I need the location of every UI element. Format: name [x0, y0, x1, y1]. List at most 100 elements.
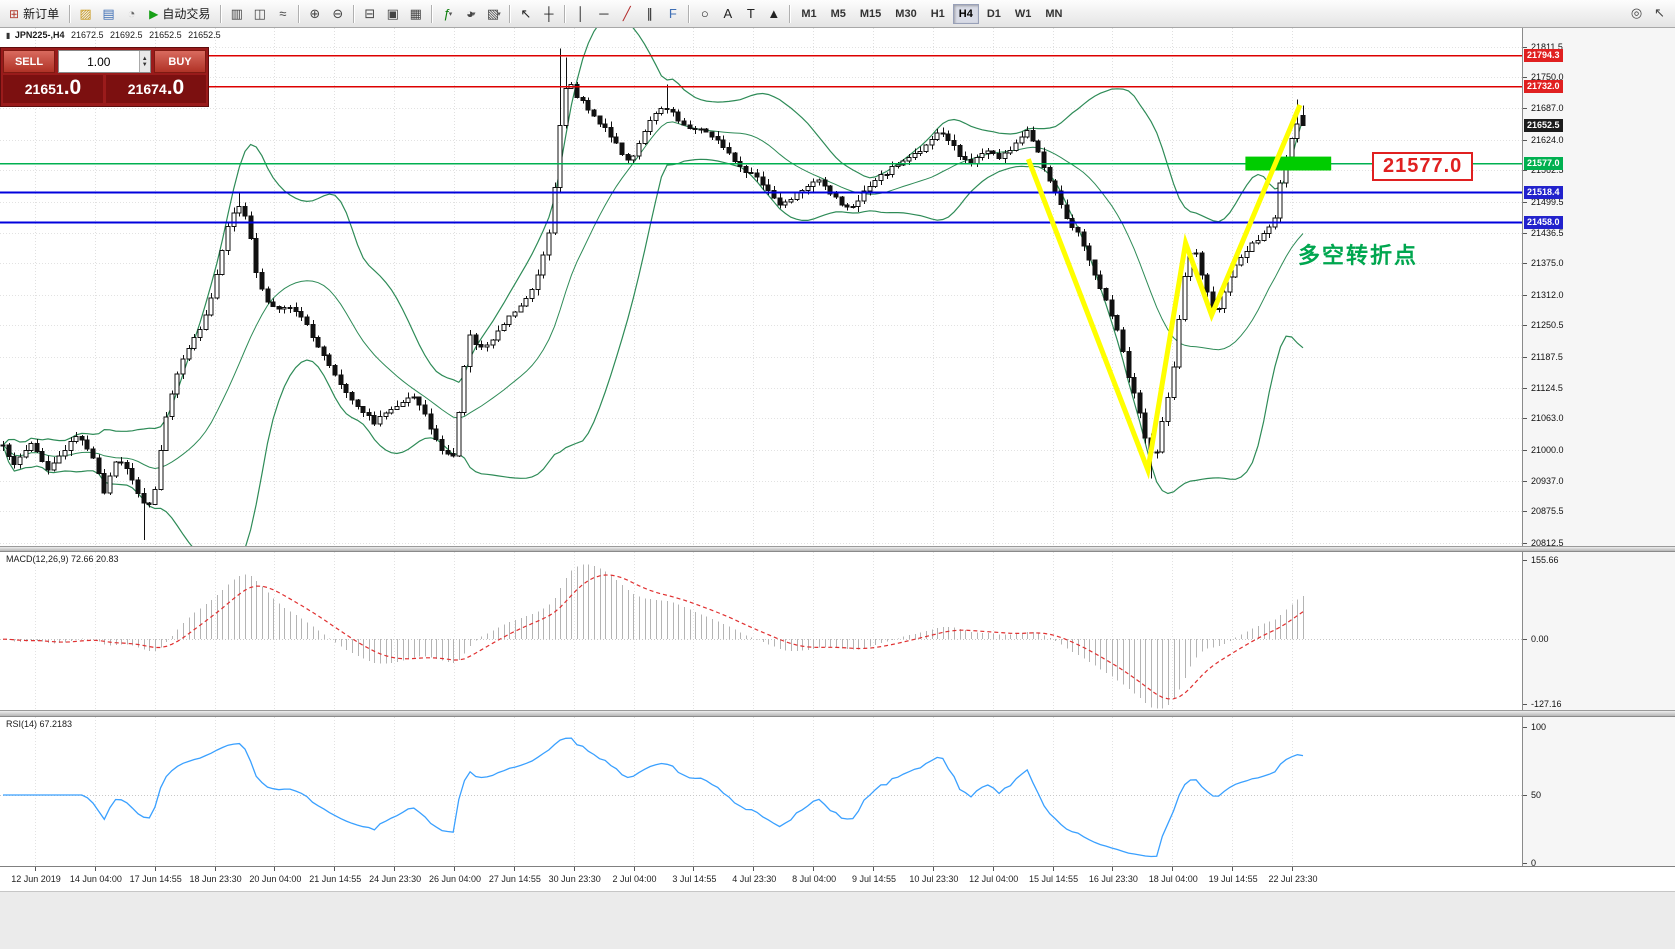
- auto-trading-button[interactable]: ▶ 自动交易: [143, 3, 216, 25]
- timeframe-m15[interactable]: M15: [854, 4, 887, 24]
- templates-icon[interactable]: ▧ ▾: [486, 5, 501, 21]
- text-icon[interactable]: A: [723, 6, 733, 21]
- rsi-panel[interactable]: RSI(14) 67.2183: [0, 717, 1522, 866]
- sell-button[interactable]: SELL: [3, 50, 55, 73]
- bar-chart-icon[interactable]: ▥: [230, 5, 243, 21]
- axis-tick: [1523, 263, 1527, 264]
- main-price-axis[interactable]: 21811.5 21750.0 21687.0 21624.0 21562.5 21499…: [1522, 28, 1675, 548]
- axis-tick: [1523, 202, 1527, 203]
- chart-ohlc-header: ▮ JPN225-,H4 21672.5 21692.5 21652.5 216…: [6, 30, 225, 40]
- time-tick: [514, 867, 515, 871]
- volume-stepper: ▲ ▼: [58, 50, 151, 73]
- timeframe-m5[interactable]: M5: [825, 4, 852, 24]
- timeframe-h4[interactable]: H4: [952, 3, 979, 24]
- turning-point-annotation[interactable]: 多空转折点: [1298, 243, 1419, 268]
- search-icon[interactable]: ◎: [1630, 5, 1643, 20]
- axis-tick: [1523, 233, 1527, 234]
- arrows-icon[interactable]: ▲: [767, 6, 781, 21]
- charts-window-icon[interactable]: ▨: [79, 5, 92, 21]
- fibonacci-icon[interactable]: F: [668, 6, 677, 21]
- market-watch-icon[interactable]: ▤: [102, 5, 115, 21]
- panel-divider[interactable]: [0, 710, 1675, 717]
- data-window-icon[interactable]: ◔: [127, 6, 136, 21]
- time-label: 18 Jun 23:30: [189, 874, 242, 884]
- time-tick: [933, 867, 934, 871]
- price-marker: 21794.3: [1524, 48, 1563, 62]
- time-label: 16 Jul 23:30: [1088, 874, 1138, 884]
- text-label-icon[interactable]: T: [746, 6, 755, 21]
- pointer-tool-icon[interactable]: ↖: [1654, 5, 1665, 20]
- axis-tick: [1523, 140, 1527, 141]
- cursor-icon[interactable]: ↖: [520, 5, 532, 21]
- timeframe-h1[interactable]: H1: [925, 4, 951, 24]
- timeframe-m1[interactable]: M1: [795, 4, 822, 24]
- time-tick: [993, 867, 994, 871]
- zoom-in-icon[interactable]: ⊕: [309, 5, 321, 21]
- new-order-button[interactable]: ⊞ 新订单: [3, 3, 65, 25]
- timeframe-w1[interactable]: W1: [1009, 4, 1038, 24]
- buy-price-display[interactable]: 21674.0: [106, 75, 206, 103]
- time-axis[interactable]: 12 Jun 2019 14 Jun 04:00 17 Jun 14:55 18 Ju…: [0, 866, 1675, 891]
- price-level-annotation[interactable]: 21577.0: [1372, 152, 1474, 181]
- spin-up-icon[interactable]: ▲: [141, 55, 148, 62]
- axis-tick: [1523, 511, 1527, 512]
- axis-tick-label: 20937.0: [1531, 475, 1564, 486]
- time-tick: [155, 867, 156, 871]
- axis-tick-label: 21124.5: [1531, 382, 1563, 393]
- time-label: 19 Jul 14:55: [1208, 874, 1258, 884]
- axis-tick-label: 21750.0: [1531, 72, 1564, 83]
- axis-tick-label: 20812.5: [1531, 537, 1564, 548]
- time-label: 17 Jun 14:55: [129, 874, 182, 884]
- periods-icon[interactable]: ◕ ▾: [466, 6, 476, 21]
- volume-spinner[interactable]: ▲ ▼: [138, 51, 150, 72]
- dropdown-caret-icon: ▾: [448, 10, 453, 18]
- timeframe-mn[interactable]: MN: [1039, 4, 1068, 24]
- timeframe-d1[interactable]: D1: [981, 4, 1007, 24]
- axis-tick: [1523, 727, 1527, 728]
- volume-input[interactable]: [59, 51, 139, 72]
- axis-tick-label: 21375.0: [1531, 258, 1564, 269]
- sell-price-display[interactable]: 21651.0: [3, 75, 103, 103]
- toolbar-separator: [353, 4, 355, 23]
- toolbar-separator: [220, 4, 222, 23]
- rsi-axis[interactable]: 100 50 0: [1522, 717, 1675, 868]
- ohlc-low: 21652.5: [149, 30, 182, 40]
- toolbar-right-group: ◎ ↖: [1625, 2, 1671, 24]
- panel-divider[interactable]: [0, 546, 1675, 552]
- trendline-icon[interactable]: ╱: [622, 5, 631, 21]
- main-chart-canvas[interactable]: [0, 28, 1522, 546]
- line-chart-icon[interactable]: ≈: [279, 6, 287, 21]
- time-tick: [35, 867, 36, 871]
- cascade-windows-icon[interactable]: ▣: [386, 5, 399, 21]
- crosshair-icon[interactable]: ┼: [544, 6, 554, 21]
- vertical-line-icon[interactable]: │: [576, 6, 585, 21]
- spin-down-icon[interactable]: ▼: [141, 61, 148, 68]
- candlestick-chart-icon[interactable]: ◫: [253, 5, 266, 21]
- axis-tick: [1523, 560, 1527, 561]
- indicators-icon[interactable]: ƒ ▾: [443, 6, 453, 21]
- time-tick: [1053, 867, 1054, 871]
- macd-canvas[interactable]: [0, 552, 1522, 710]
- grid-icon[interactable]: ▦: [409, 5, 422, 21]
- macd-panel[interactable]: MACD(12,26,9) 72.66 20.83: [0, 552, 1522, 710]
- buy-button[interactable]: BUY: [154, 50, 206, 73]
- zoom-out-icon[interactable]: ⊖: [332, 5, 344, 21]
- price-marker: 21732.0: [1524, 79, 1563, 93]
- macd-axis[interactable]: 155.66 0.00 -127.16: [1522, 552, 1675, 710]
- time-label: 15 Jul 14:55: [1029, 874, 1079, 884]
- time-tick: [215, 867, 216, 871]
- time-label: 8 Jul 04:00: [792, 874, 837, 884]
- time-label: 2 Jul 04:00: [612, 874, 657, 884]
- rsi-canvas[interactable]: [0, 717, 1522, 866]
- tile-windows-icon[interactable]: ⊟: [364, 5, 376, 21]
- horizontal-line-icon[interactable]: ─: [599, 6, 609, 21]
- time-label: 18 Jul 04:00: [1148, 874, 1198, 884]
- equidistant-channel-icon[interactable]: ∥: [646, 5, 654, 21]
- ohlc-open: 21672.5: [70, 30, 104, 40]
- timeframe-m30[interactable]: M30: [889, 4, 922, 24]
- shapes-icon[interactable]: ○: [700, 6, 709, 21]
- time-tick: [454, 867, 455, 871]
- main-chart-panel[interactable]: ▮ JPN225-,H4 21672.5 21692.5 21652.5 216…: [0, 28, 1522, 546]
- time-tick: [394, 867, 395, 871]
- axis-tick-label: 21250.5: [1531, 320, 1564, 331]
